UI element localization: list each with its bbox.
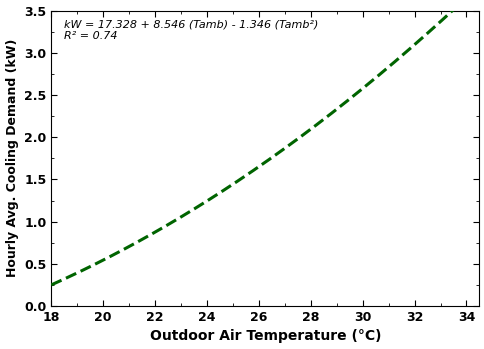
X-axis label: Outdoor Air Temperature (°C): Outdoor Air Temperature (°C) [149,329,380,343]
Y-axis label: Hourly Avg. Cooling Demand (kW): Hourly Avg. Cooling Demand (kW) [5,39,18,277]
Text: kW = 17.328 + 8.546 (Tamb) - 1.346 (Tamb²)
R² = 0.74: kW = 17.328 + 8.546 (Tamb) - 1.346 (Tamb… [64,20,318,41]
